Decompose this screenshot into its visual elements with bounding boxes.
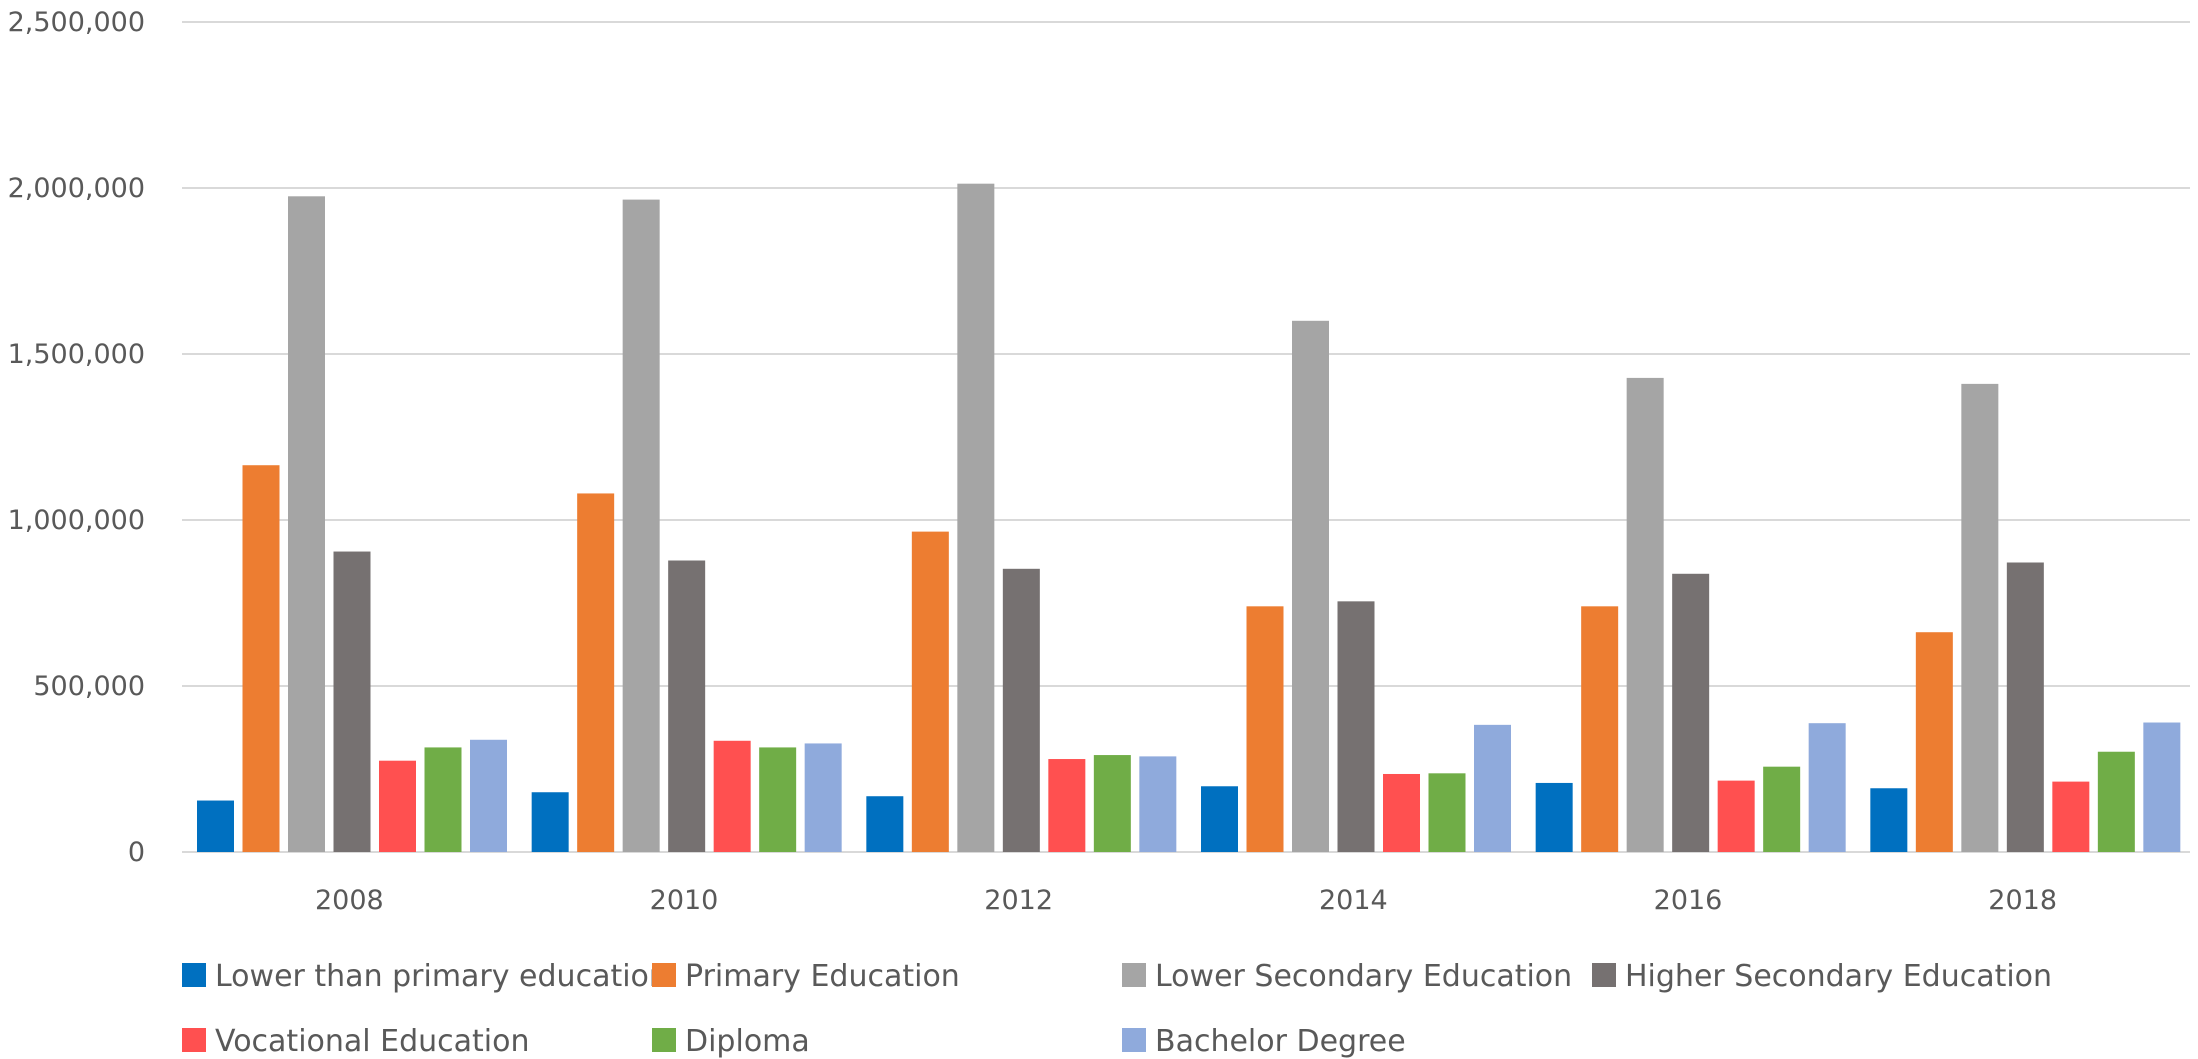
bar xyxy=(577,493,615,852)
bar xyxy=(379,760,416,852)
x-tick-label: 2018 xyxy=(1988,885,2057,916)
bar xyxy=(2097,751,2135,852)
bar xyxy=(1337,601,1375,852)
bar xyxy=(2006,562,2044,852)
bar xyxy=(668,560,706,852)
bar xyxy=(713,740,751,852)
legend-swatch xyxy=(182,1028,206,1052)
bar xyxy=(957,183,995,852)
legend-label: Bachelor Degree xyxy=(1155,1024,1406,1059)
legend-swatch xyxy=(652,1028,676,1052)
x-axis: 2008 2010 2012 2014 2016 2018 xyxy=(315,885,2057,916)
bar xyxy=(1383,773,1420,852)
bar xyxy=(197,800,234,852)
bar xyxy=(1808,723,1846,852)
bar xyxy=(1246,606,1284,852)
legend-swatch xyxy=(652,963,676,987)
bar xyxy=(242,465,280,852)
legend-label: Lower Secondary Education xyxy=(1155,959,1572,994)
gridlines xyxy=(182,21,2190,853)
legend-swatch xyxy=(1122,963,1146,987)
y-tick-label: 1,500,000 xyxy=(8,339,145,370)
x-tick-label: 2010 xyxy=(650,885,719,916)
bar xyxy=(1139,756,1177,852)
x-tick-label: 2012 xyxy=(984,885,1053,916)
legend-item: Bachelor Degree xyxy=(1122,1024,1406,1059)
legend-item: Diploma xyxy=(652,1024,810,1059)
y-tick-label: 0 xyxy=(128,837,145,868)
legend-label: Vocational Education xyxy=(215,1024,530,1059)
legend-swatch xyxy=(1592,963,1616,987)
bar xyxy=(1870,788,1908,852)
bar xyxy=(2143,722,2181,852)
y-tick-label: 2,500,000 xyxy=(8,7,145,38)
bar xyxy=(1672,573,1710,852)
y-tick-label: 2,000,000 xyxy=(8,173,145,204)
bar xyxy=(333,551,371,852)
bar xyxy=(1915,632,1953,852)
bar xyxy=(1428,773,1466,852)
y-tick-label: 1,000,000 xyxy=(8,505,145,536)
bar xyxy=(1048,759,1086,852)
bar xyxy=(1581,606,1619,852)
legend-item: Lower than primary education xyxy=(182,959,668,994)
legend: Lower than primary education Primary Educ… xyxy=(182,959,2052,1059)
bar xyxy=(1626,377,1664,852)
bar xyxy=(1201,786,1238,852)
bar xyxy=(1002,568,1040,852)
bar xyxy=(1961,383,1999,852)
y-axis: 0 500,000 1,000,000 1,500,000 2,000,000 2,500… xyxy=(8,7,145,868)
legend-label: Higher Secondary Education xyxy=(1625,959,2052,994)
bar xyxy=(288,196,325,853)
bar xyxy=(531,792,569,852)
legend-swatch xyxy=(1122,1028,1146,1052)
legend-item: Primary Education xyxy=(652,959,960,994)
bars xyxy=(197,183,2181,853)
bar xyxy=(1474,724,1511,852)
x-tick-label: 2008 xyxy=(315,885,384,916)
bar xyxy=(804,743,842,852)
bar xyxy=(866,796,904,852)
bar xyxy=(2052,781,2090,852)
bar xyxy=(1717,780,1755,852)
legend-label: Diploma xyxy=(685,1024,810,1059)
bar xyxy=(759,747,797,852)
bar xyxy=(1093,755,1131,852)
bar xyxy=(470,739,507,852)
bar xyxy=(1535,782,1573,852)
bar xyxy=(622,199,660,852)
legend-label: Lower than primary education xyxy=(215,959,668,994)
bar xyxy=(1292,320,1329,852)
bar xyxy=(911,531,949,852)
legend-swatch xyxy=(182,963,206,987)
bar xyxy=(424,747,462,852)
x-tick-label: 2014 xyxy=(1319,885,1388,916)
legend-label: Primary Education xyxy=(685,959,960,994)
legend-item: Vocational Education xyxy=(182,1024,530,1059)
bar xyxy=(1763,766,1801,852)
x-tick-label: 2016 xyxy=(1654,885,1723,916)
y-tick-label: 500,000 xyxy=(33,671,145,702)
legend-item: Lower Secondary Education xyxy=(1122,959,1572,994)
legend-item: Higher Secondary Education xyxy=(1592,959,2052,994)
